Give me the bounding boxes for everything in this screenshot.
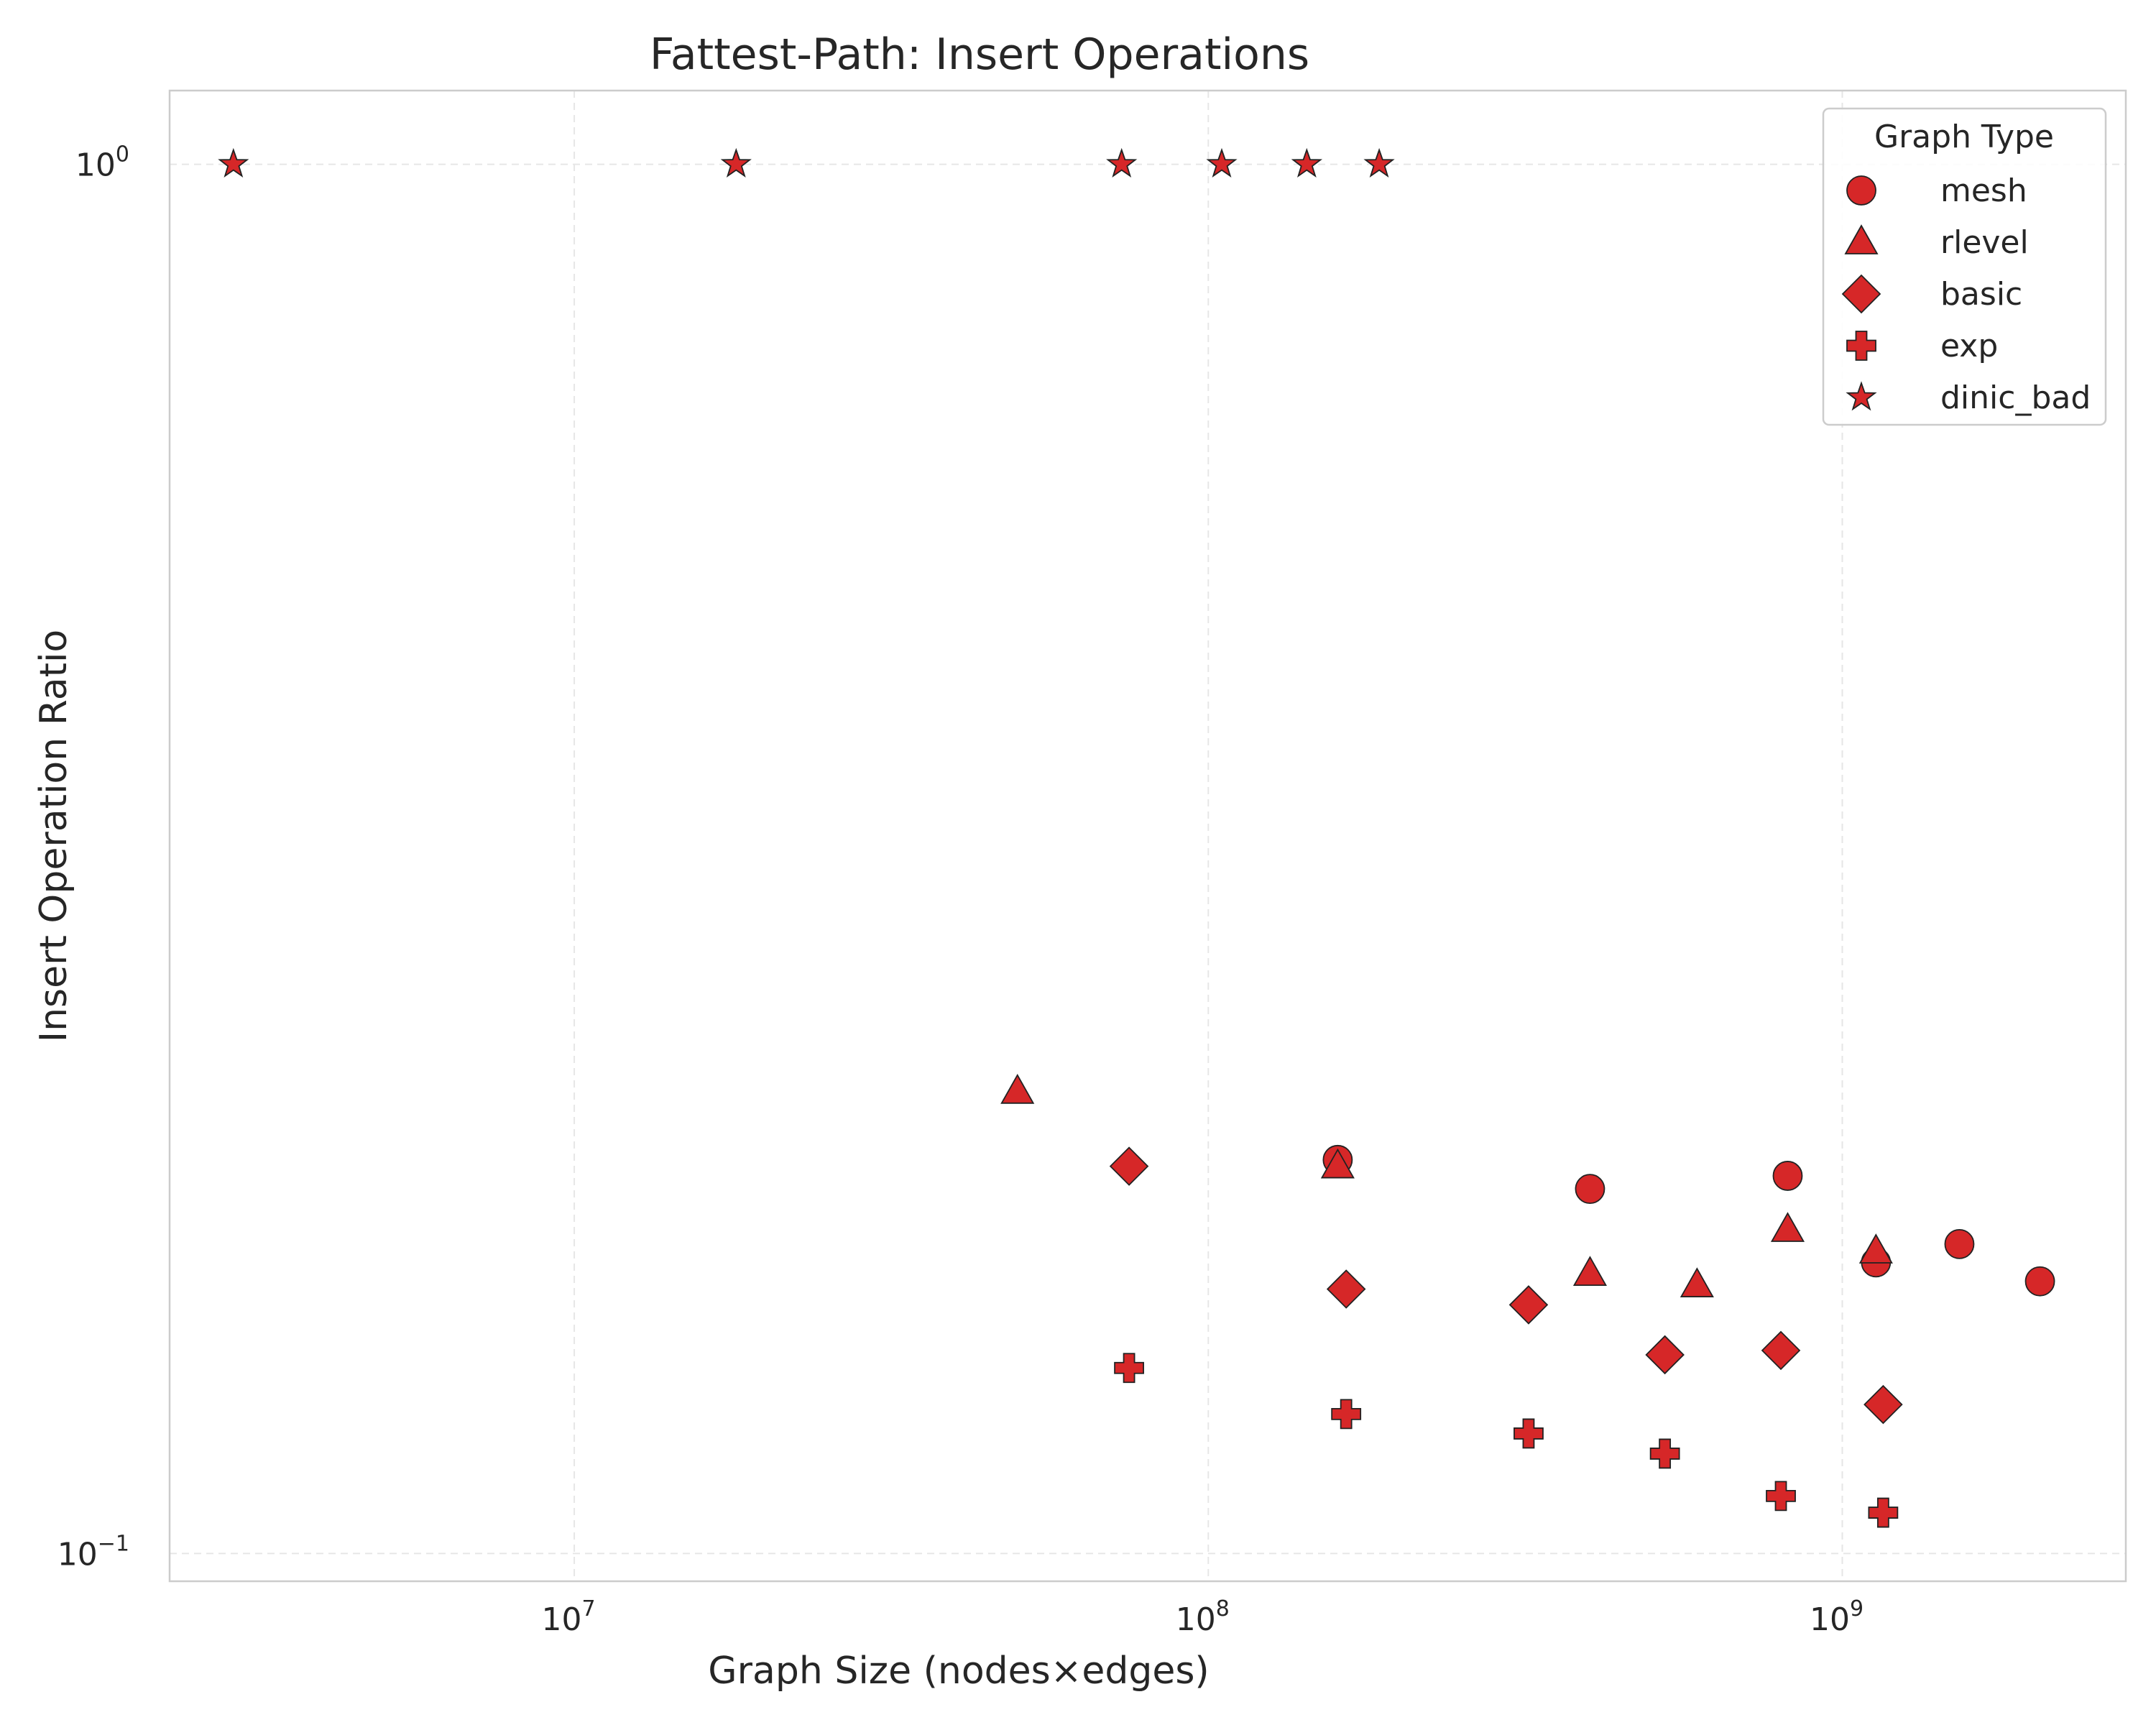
legend-label-mesh: mesh (1940, 172, 2027, 209)
rlevel-point-4 (1770, 1212, 1805, 1242)
legend-box (1822, 107, 2107, 426)
y-tick-label-0-exponent: 0 (116, 142, 129, 167)
dinic_bad-point-2 (1106, 147, 1138, 178)
legend-items: mesh rlevel basic exp dinic_bad (1841, 172, 2091, 416)
legend-label-basic: basic (1940, 276, 2022, 313)
legend-marker-mesh (1846, 175, 1876, 206)
exp-point-0 (1114, 1353, 1144, 1384)
basic-point-0 (1109, 1146, 1149, 1186)
rlevel-point-1 (1320, 1148, 1355, 1179)
exp-point-2 (1514, 1418, 1544, 1449)
mesh-point-2 (1772, 1161, 1803, 1191)
dinic_bad-point-5 (1363, 147, 1395, 178)
x-tick-label-1: 108 (1176, 1596, 1230, 1638)
basic-point-4 (1761, 1330, 1801, 1371)
rlevel-point-5 (1858, 1233, 1893, 1264)
legend-marker-dinic_bad (1846, 381, 1877, 411)
legend-item-dinic_bad: dinic_bad (1846, 380, 2091, 416)
x-tick-label-2-base: 10 (1810, 1601, 1850, 1638)
data-points (218, 147, 2055, 1528)
y-axis-label: Insert Operation Ratio (32, 630, 75, 1043)
legend-marker-basic (1841, 274, 1881, 314)
x-tick-label-0-base: 10 (542, 1601, 582, 1638)
legend-item-mesh: mesh (1846, 172, 2027, 209)
basic-point-1 (1326, 1269, 1366, 1309)
x-tick-label-2: 109 (1810, 1596, 1864, 1638)
y-tick-label-0: 100 (75, 142, 129, 184)
exp-point-4 (1766, 1481, 1796, 1512)
dinic_bad-point-4 (1291, 147, 1323, 178)
legend-label-rlevel: rlevel (1940, 224, 2029, 261)
x-tick-label-2-exponent: 9 (1850, 1596, 1864, 1622)
y-tick-label-1-base: 10 (57, 1536, 98, 1573)
mesh-point-4 (1944, 1228, 1975, 1259)
legend-item-exp: exp (1846, 328, 1998, 364)
dinic_bad-point-1 (720, 147, 752, 178)
basic-point-5 (1864, 1384, 1903, 1425)
x-axis-label: Graph Size (nodes×edges) (708, 1650, 1209, 1693)
mesh-point-5 (2024, 1266, 2055, 1297)
legend-label-dinic_bad: dinic_bad (1940, 380, 2091, 416)
exp-point-3 (1649, 1438, 1680, 1469)
rlevel-point-2 (1572, 1256, 1607, 1286)
dinic_bad-point-3 (1206, 147, 1238, 178)
x-tick-label-1-base: 10 (1176, 1601, 1216, 1638)
chart-title: Fattest-Path: Insert Operations (650, 29, 1309, 80)
legend: Graph Type mesh rlevel basic exp dinic_bad (1822, 107, 2107, 426)
y-tick-label-1: 10−1 (57, 1531, 129, 1573)
exp-point-5 (1868, 1497, 1899, 1528)
y-tick-label-0-base: 10 (75, 147, 116, 184)
x-tick-label-0-exponent: 7 (582, 1596, 596, 1622)
plot-frame (168, 89, 2127, 1583)
x-axis-ticks: 107 108 109 (542, 1596, 1864, 1638)
basic-point-3 (1645, 1335, 1685, 1375)
dinic_bad-point-0 (218, 147, 249, 178)
exp-point-1 (1331, 1399, 1362, 1430)
legend-title: Graph Type (1874, 119, 2054, 155)
basic-point-2 (1508, 1285, 1549, 1325)
legend-label-exp: exp (1940, 328, 1998, 364)
x-tick-label-0: 107 (542, 1596, 596, 1638)
legend-item-basic: basic (1841, 274, 2022, 314)
legend-marker-rlevel (1844, 224, 1879, 254)
mesh-point-1 (1575, 1174, 1606, 1204)
rlevel-point-0 (1000, 1073, 1035, 1104)
y-tick-label-1-exponent: −1 (98, 1531, 129, 1556)
x-tick-label-1-exponent: 8 (1216, 1596, 1230, 1622)
rlevel-point-3 (1680, 1267, 1714, 1297)
legend-marker-exp (1846, 331, 1876, 361)
legend-item-rlevel: rlevel (1844, 224, 2029, 261)
